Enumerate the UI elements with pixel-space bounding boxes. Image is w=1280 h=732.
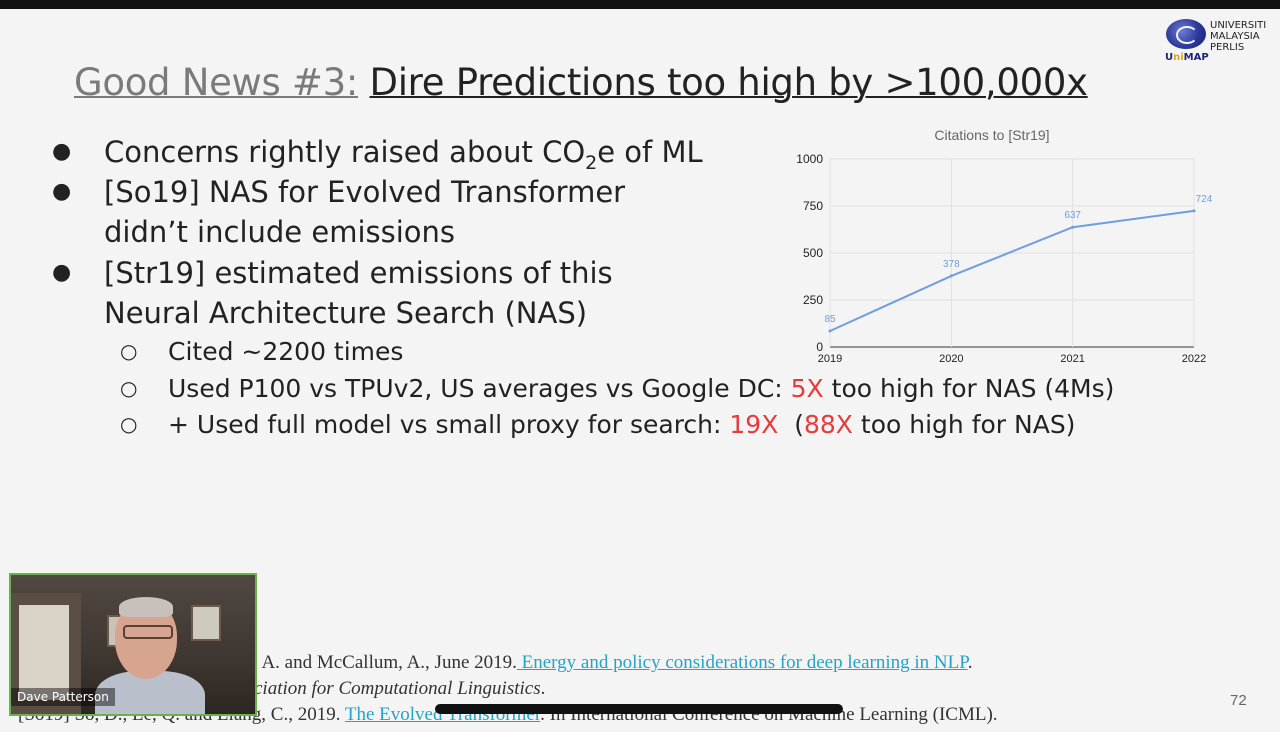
sub-bullet-3-a: + Used full model vs small proxy for sea… — [168, 410, 730, 439]
bullet-1-sub: 2 — [585, 151, 598, 174]
title-prefix: Good News #3: — [74, 61, 359, 104]
sub-bullet-3-mid: ( — [778, 410, 804, 439]
citations-series-line — [829, 209, 1195, 332]
bullet-3-line-1: [Str19] estimated emissions of this — [104, 256, 613, 290]
logo-abbr-a: U — [1165, 52, 1174, 63]
reference-1-link[interactable]: Energy and policy considerations for dee… — [516, 652, 968, 673]
reference-line-1: , A. and McCallum, A., June 2019. Energy… — [253, 652, 972, 674]
bullet-2-line-2: didn’t include emissions — [104, 215, 456, 249]
reference-1-text: , A. and McCallum, A., June 2019. — [253, 652, 517, 673]
data-point — [1192, 209, 1196, 213]
participant-video-tile[interactable]: Dave Patterson — [9, 573, 257, 716]
logo-line-2: MALAYSIA — [1210, 31, 1260, 42]
data-point — [949, 274, 953, 278]
x-tick-label: 2020 — [939, 353, 963, 365]
slide-title: Good News #3: Dire Predictions too high … — [74, 61, 1088, 104]
sub-bullet-circle-icon: ○ — [120, 339, 138, 363]
data-label: 637 — [1064, 210, 1081, 221]
title-main: Dire Predictions too high by >100,000x — [369, 61, 1088, 104]
sub-bullet-3-highlight-1: 19X — [729, 410, 779, 439]
data-label: 378 — [943, 259, 960, 270]
sub-bullet-3-highlight-2: 88X — [804, 410, 853, 439]
reference-2-end: . — [540, 678, 546, 699]
participant-name-label: Dave Patterson — [11, 688, 115, 706]
x-tick-label: 2021 — [1060, 353, 1084, 365]
y-tick-label: 250 — [803, 293, 823, 307]
logo-abbr-c: MAP — [1183, 52, 1209, 63]
reference-1-end: . — [967, 652, 973, 673]
y-tick-label: 500 — [803, 246, 823, 260]
sub-bullet-3-text: + Used full model vs small proxy for sea… — [168, 407, 1075, 443]
data-point — [828, 329, 832, 333]
logo-line-1: UNIVERSITI — [1210, 20, 1267, 31]
video-shelf-panel — [19, 605, 69, 700]
bullet-dot-icon: ● — [52, 260, 72, 285]
video-progress-bar[interactable] — [435, 704, 843, 714]
university-logo: UNIVERSITI MALAYSIA PERLIS UniMAP — [1163, 16, 1271, 66]
sub-bullet-3-b: too high for NAS) — [852, 410, 1076, 439]
citations-chart: Citations to [Str19] 0 250 500 750 1000 2019 2… — [780, 119, 1220, 374]
picture-frame — [191, 605, 221, 641]
sub-bullet-circle-icon: ○ — [120, 376, 138, 400]
page-number: 72 — [1230, 692, 1247, 709]
line-chart-svg: Citations to [Str19] 0 250 500 750 1000 2019 2… — [796, 127, 1213, 365]
bullet-2-line-1: [So19] NAS for Evolved Transformer — [104, 175, 626, 209]
chart-title: Citations to [Str19] — [934, 127, 1049, 143]
bullet-1-post: e of ML — [597, 135, 703, 169]
sub-bullet-2-highlight: 5X — [790, 374, 824, 403]
reference-line-2: ciation for Computational Linguistics. — [254, 678, 545, 700]
data-label: 724 — [1196, 194, 1213, 205]
bullet-dot-icon: ● — [52, 179, 72, 204]
logo-text: UNIVERSITI MALAYSIA PERLIS — [1210, 20, 1266, 53]
sub-bullet-2-text: Used P100 vs TPUv2, US averages vs Googl… — [168, 371, 1114, 407]
x-tick-label: 2022 — [1182, 353, 1206, 365]
sub-bullet-2-a: Used P100 vs TPUv2, US averages vs Googl… — [168, 374, 791, 403]
y-tick-label: 1000 — [796, 152, 823, 166]
y-tick-label: 0 — [816, 340, 823, 354]
data-label: 85 — [824, 314, 836, 325]
data-point — [1071, 225, 1075, 229]
logo-abbr-b: ni — [1173, 52, 1184, 63]
x-tick-label: 2019 — [818, 353, 842, 365]
sub-bullet-1-text: Cited ~2200 times — [168, 337, 404, 366]
bullet-text: Concerns rightly raised about CO2e of ML — [104, 132, 703, 183]
y-tick-label: 750 — [803, 199, 823, 213]
logo-line-3: PERLIS — [1210, 42, 1245, 53]
sub-bullet-circle-icon: ○ — [120, 412, 138, 436]
logo-abbreviation: UniMAP — [1165, 52, 1209, 63]
bullet-3-line-2: Neural Architecture Search (NAS) — [104, 296, 588, 330]
bullet-1-pre: Concerns rightly raised about CO — [104, 135, 586, 169]
unimap-emblem-icon — [1166, 19, 1206, 49]
glasses-icon — [123, 625, 173, 639]
reference-2-text: ciation for Computational Linguistics — [254, 678, 541, 699]
participant-hair — [119, 597, 173, 617]
sub-bullet-2-b: too high for NAS (4Ms) — [823, 374, 1115, 403]
bullet-dot-icon: ● — [52, 139, 72, 164]
